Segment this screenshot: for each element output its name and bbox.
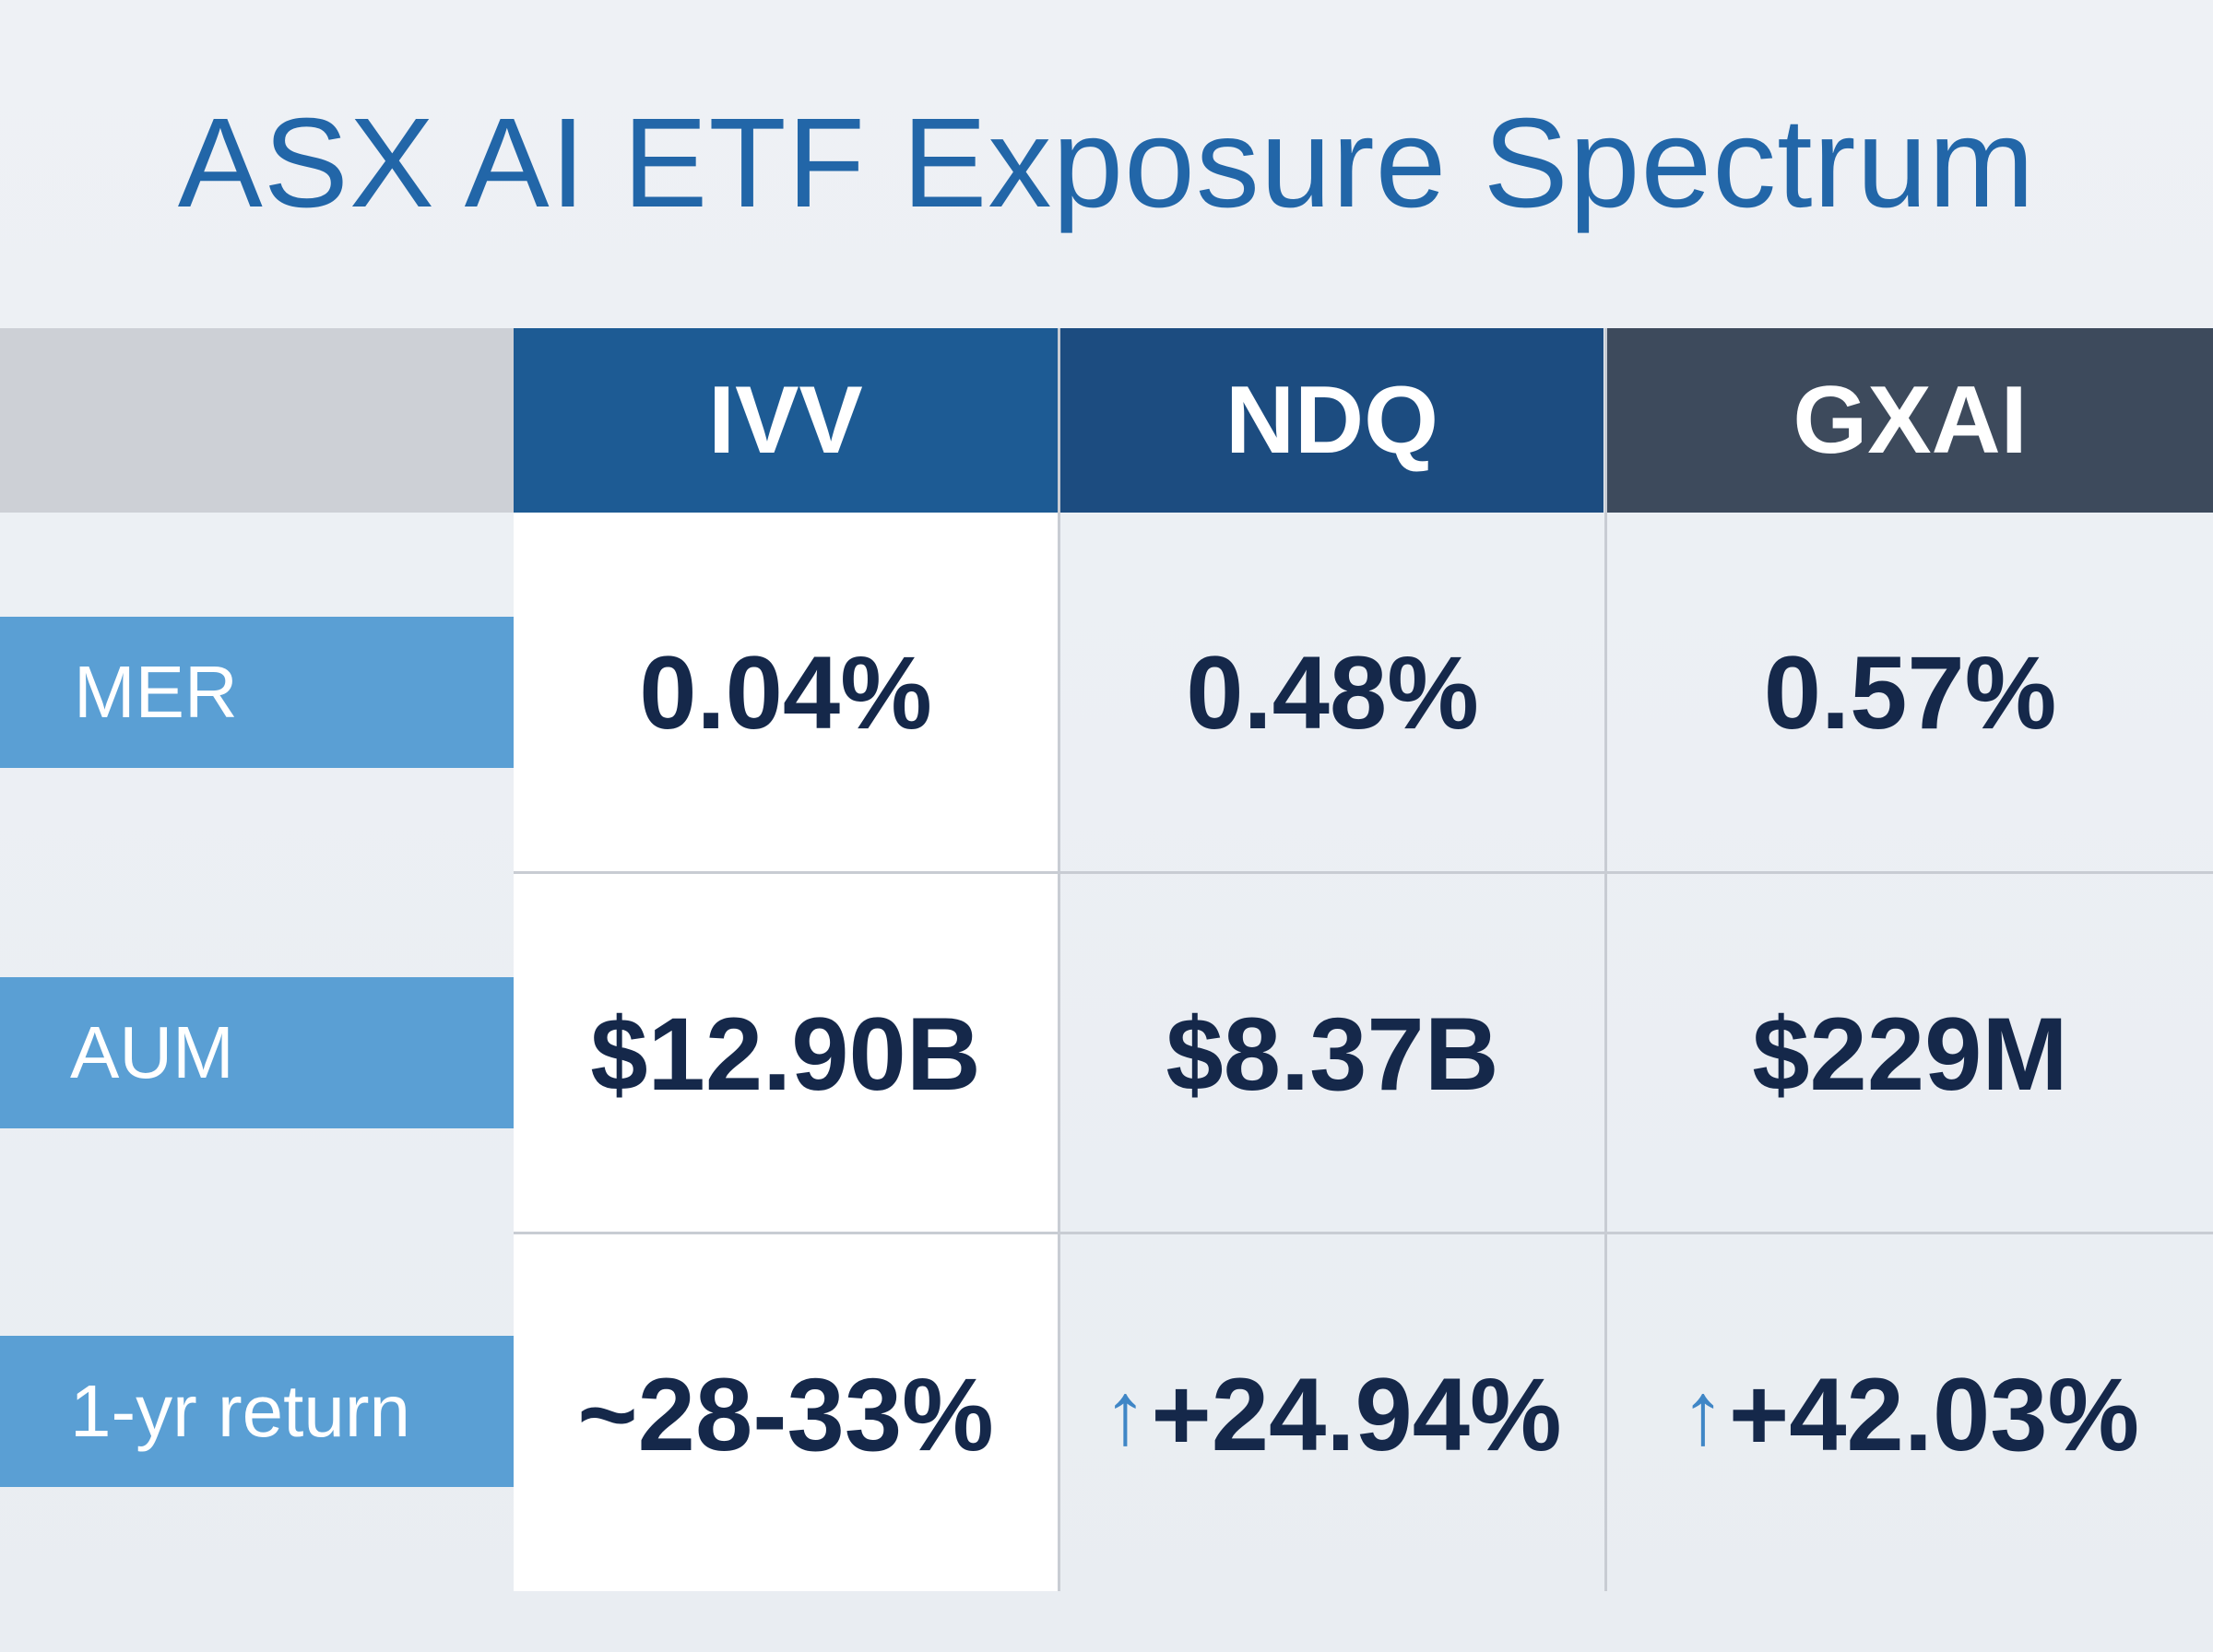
table-cell-gxai-1: 0.57%	[1607, 513, 2213, 872]
table-cell-ndq-2: $8.37B	[1060, 874, 1604, 1233]
table-cell-ndq-3: ↑ +24.94%	[1060, 1234, 1604, 1594]
row-label-aum: AUM	[0, 977, 514, 1128]
table-cell-ivv-1: 0.04%	[514, 513, 1058, 872]
row-label-mer: MER	[0, 617, 514, 768]
column-header-ndq: NDQ	[1060, 328, 1604, 513]
table-cell-ndq-1: 0.48%	[1060, 513, 1604, 872]
cell-value: ~28-33%	[577, 1356, 994, 1472]
column-header-gxai: GXAI	[1607, 328, 2213, 513]
cell-value: 0.57%	[1763, 634, 2057, 750]
row-label-1yr-return: 1-yr return	[0, 1336, 514, 1487]
table-corner	[0, 328, 514, 513]
column-divider	[1058, 328, 1060, 1591]
page-title: ASX AI ETF Exposure Spectrum	[177, 92, 2036, 234]
column-header-ivv: IVV	[514, 328, 1058, 513]
column-divider	[1604, 328, 1607, 1591]
highlight-column-ivv	[514, 513, 1058, 1591]
table-cell-ivv-2: $12.90B	[514, 874, 1058, 1233]
up-arrow-icon: ↑	[1680, 1364, 1725, 1463]
row-divider	[514, 1232, 2213, 1234]
table-cell-gxai-3: ↑ +42.03%	[1607, 1234, 2213, 1594]
up-arrow-icon: ↑	[1103, 1364, 1148, 1463]
row-divider	[514, 871, 2213, 874]
cell-value: $229M	[1752, 996, 2068, 1112]
cell-value: +24.94%	[1151, 1356, 1562, 1472]
cell-value: 0.04%	[639, 634, 932, 750]
table-cell-gxai-2: $229M	[1607, 874, 2213, 1233]
cell-value: $8.37B	[1166, 996, 1499, 1112]
cell-value: 0.48%	[1186, 634, 1479, 750]
cell-value: $12.90B	[590, 996, 981, 1112]
cell-value: +42.03%	[1728, 1356, 2140, 1472]
table-cell-ivv-3: ~28-33%	[514, 1234, 1058, 1594]
